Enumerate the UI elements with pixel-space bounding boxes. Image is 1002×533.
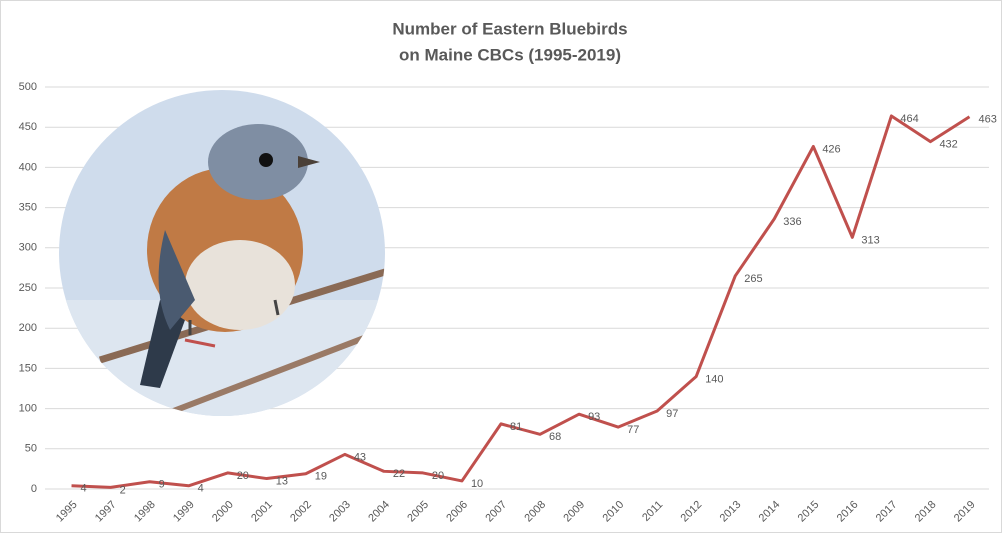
- data-label: 313: [861, 234, 879, 246]
- data-label: 265: [744, 273, 762, 285]
- data-label: 93: [588, 411, 600, 423]
- y-tick-label: 200: [19, 322, 37, 334]
- y-tick-label: 100: [19, 403, 37, 415]
- y-tick-label: 250: [19, 282, 37, 294]
- bird-photo: [59, 90, 385, 416]
- data-line: [71, 114, 971, 489]
- data-label: 22: [393, 468, 405, 480]
- data-label: 20: [432, 470, 444, 482]
- y-tick-label: 350: [19, 202, 37, 214]
- data-label: 68: [549, 431, 561, 443]
- y-tick-label: 450: [19, 121, 37, 133]
- data-label: 432: [939, 139, 957, 151]
- data-label: 97: [666, 408, 678, 420]
- data-label: 336: [783, 216, 801, 228]
- data-label: 81: [510, 421, 522, 433]
- data-label: 10: [471, 478, 483, 490]
- data-label: 4: [198, 483, 204, 495]
- data-label: 13: [276, 475, 288, 487]
- chart-title: on Maine CBCs (1995-2019): [399, 45, 621, 64]
- data-label: 20: [237, 470, 249, 482]
- data-label: 43: [354, 451, 366, 463]
- data-label: 140: [705, 373, 723, 385]
- data-label: 463: [978, 114, 996, 126]
- y-tick-label: 300: [19, 242, 37, 254]
- y-tick-label: 50: [25, 443, 37, 455]
- data-label: 19: [315, 471, 327, 483]
- data-label: 2: [120, 484, 126, 496]
- data-label: 9: [159, 479, 165, 491]
- y-tick-label: 400: [19, 161, 37, 173]
- data-label: 4: [81, 483, 87, 495]
- y-tick-label: 0: [31, 483, 37, 495]
- chart-title: Number of Eastern Bluebirds: [392, 19, 627, 38]
- data-label: 77: [627, 424, 639, 436]
- y-tick-label: 500: [19, 81, 37, 93]
- data-label: 426: [822, 143, 840, 155]
- y-tick-label: 150: [19, 362, 37, 374]
- data-label: 464: [900, 113, 918, 125]
